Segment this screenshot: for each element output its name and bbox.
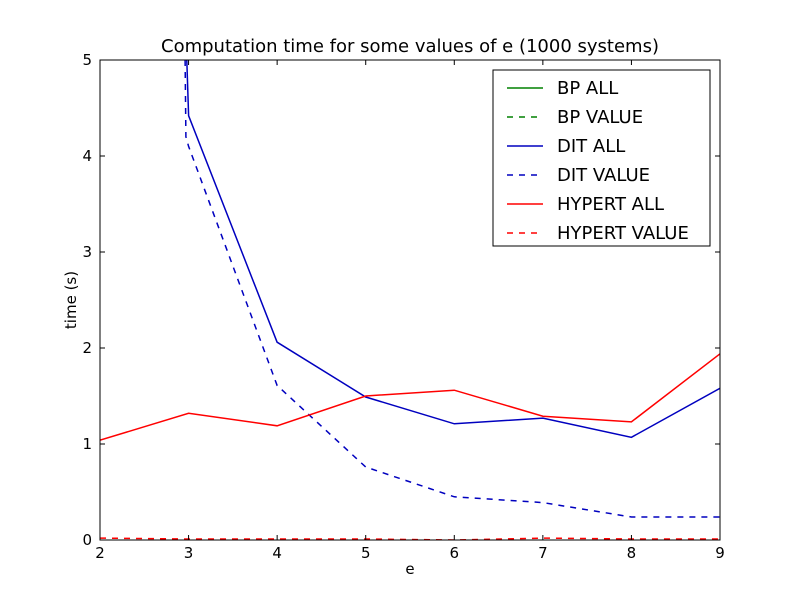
y-tick-label: 5 — [82, 51, 92, 69]
y-tick-label: 4 — [82, 147, 92, 165]
series-line-hypert-all — [100, 353, 720, 441]
legend-label: HYPERT ALL — [557, 194, 664, 215]
y-tick-label: 1 — [82, 435, 92, 453]
x-tick-label: 8 — [627, 544, 637, 562]
y-tick-label: 0 — [82, 531, 92, 549]
y-tick-label: 2 — [82, 339, 92, 357]
x-tick-label: 5 — [361, 544, 371, 562]
series-line-dit-all — [186, 60, 720, 439]
legend-box — [492, 69, 711, 247]
x-tick-label: 7 — [538, 544, 548, 562]
x-tick-label: 2 — [95, 544, 105, 562]
x-tick-label: 3 — [184, 544, 194, 562]
legend-label: BP VALUE — [557, 107, 643, 128]
legend: BP ALL BP VALUE DIT ALL DIT VALUE HYPERT ALL… — [492, 69, 711, 247]
plot-frame — [99, 59, 721, 541]
legend-label: DIT VALUE — [557, 165, 650, 186]
series-line-hypert-value — [100, 537, 720, 540]
x-tick-label: 6 — [450, 544, 460, 562]
legend-label: HYPERT VALUE — [557, 223, 689, 244]
legend-label: DIT ALL — [557, 136, 625, 157]
y-axis-label: time (s) — [62, 271, 80, 329]
y-tick-label: 3 — [82, 243, 92, 261]
x-axis-label: e — [405, 560, 414, 578]
x-tick-label: 9 — [715, 544, 725, 562]
x-tick-label: 4 — [272, 544, 282, 562]
chart-title: Computation time for some values of e (1… — [161, 36, 659, 57]
legend-label: BP ALL — [557, 78, 618, 99]
